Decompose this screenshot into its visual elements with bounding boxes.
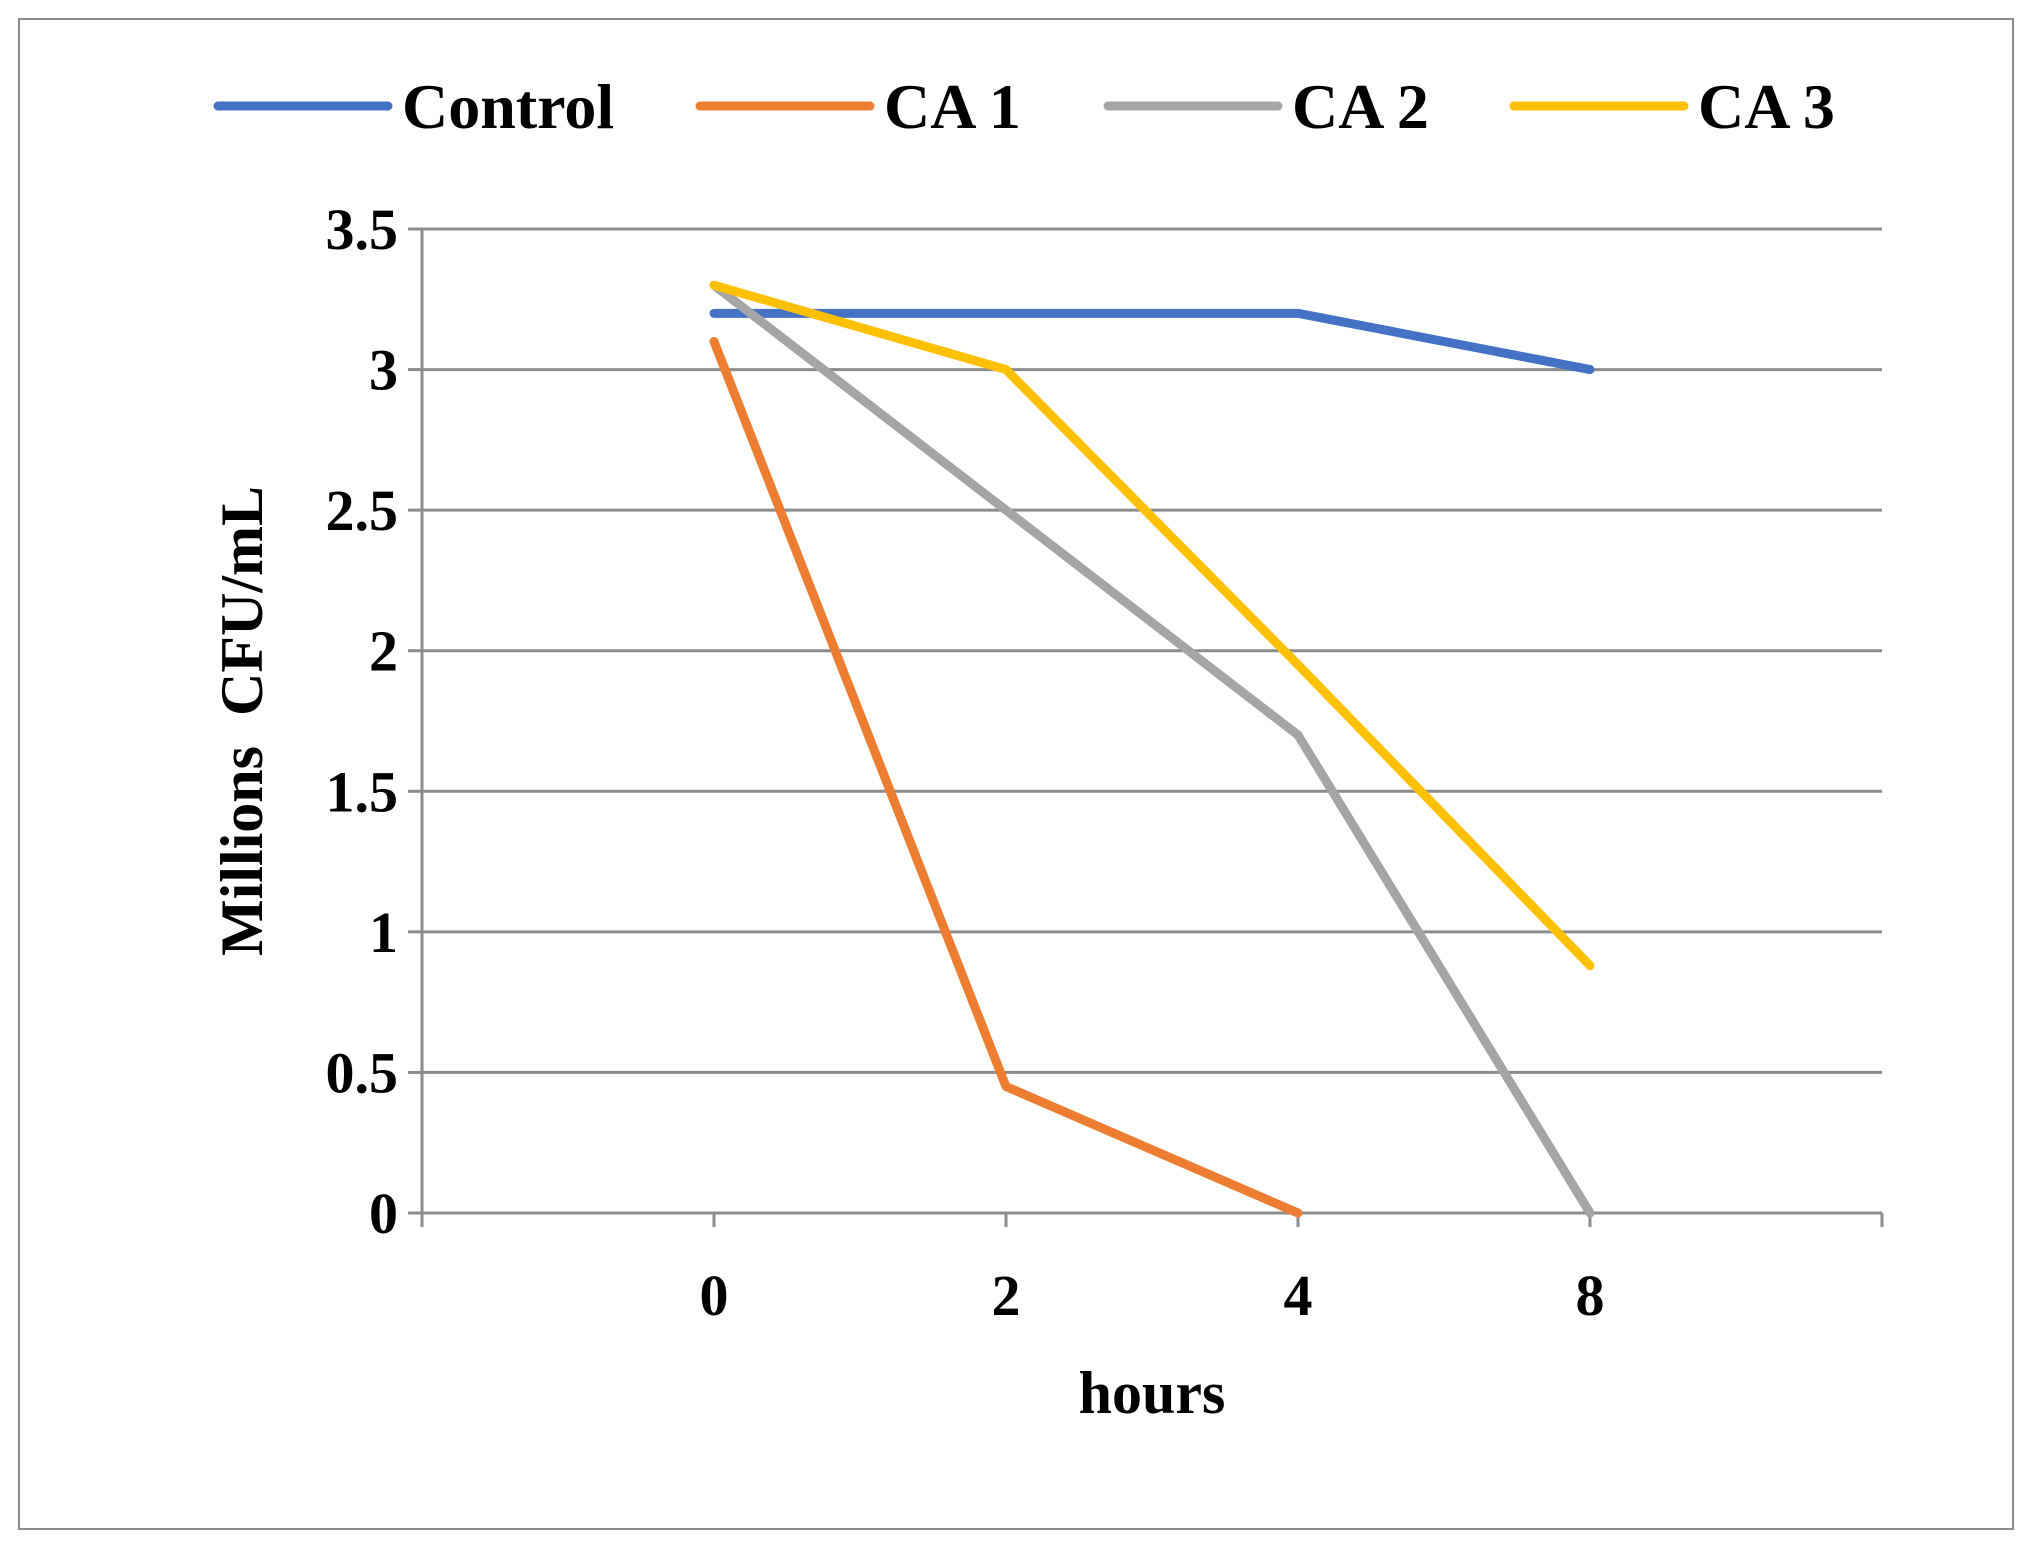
y-tick-label: 0.5	[326, 1040, 399, 1105]
y-tick-label: 3	[369, 338, 398, 403]
y-tick-label: 0	[369, 1181, 398, 1246]
legend: Control CA 1 CA 2 CA 3	[213, 71, 1835, 142]
x-axis-title: hours	[1079, 1360, 1226, 1426]
legend-item-ca-3: CA 3	[1509, 71, 1835, 142]
y-tick-label: 2.5	[326, 478, 399, 543]
legend-item-ca-2: CA 2	[1103, 71, 1429, 142]
legend-label: CA 3	[1698, 71, 1835, 142]
gridlines	[422, 227, 1882, 1215]
legend-item-ca-1: CA 1	[695, 71, 1021, 142]
chart-frame: Control CA 1 CA 2 CA 3 0 0.5 1 1.5 2 2.5 3 3.5 0 2 4 8…	[18, 18, 2014, 1530]
y-tick-label: 1.5	[326, 759, 399, 824]
series-line-ca-1	[709, 336, 1303, 1218]
x-tick-label: 4	[1284, 1263, 1313, 1328]
legend-label: CA 2	[1292, 71, 1429, 142]
x-tick-label: 8	[1576, 1263, 1605, 1328]
legend-label: Control	[402, 71, 614, 142]
axes	[408, 227, 1884, 1227]
axis-labels: 0 0.5 1 1.5 2 2.5 3 3.5 0 2 4 8 hours Millions CFU/mL	[209, 197, 1605, 1426]
y-tick-label: 1	[369, 900, 398, 965]
x-tick-label: 0	[700, 1263, 729, 1328]
y-axis-title: Millions CFU/mL	[209, 486, 275, 956]
series-lines	[709, 280, 1595, 1218]
legend-label: CA 1	[884, 71, 1021, 142]
line-chart: Control CA 1 CA 2 CA 3 0 0.5 1 1.5 2 2.5 3 3.5 0 2 4 8…	[209, 71, 1884, 1426]
series-line-ca-3	[709, 280, 1595, 971]
y-tick-label: 3.5	[326, 197, 399, 262]
legend-item-control: Control	[213, 71, 614, 142]
series-line-ca-2	[709, 280, 1595, 1218]
x-tick-label: 2	[992, 1263, 1021, 1328]
y-tick-label: 2	[369, 619, 398, 684]
series-line-control	[709, 308, 1595, 375]
